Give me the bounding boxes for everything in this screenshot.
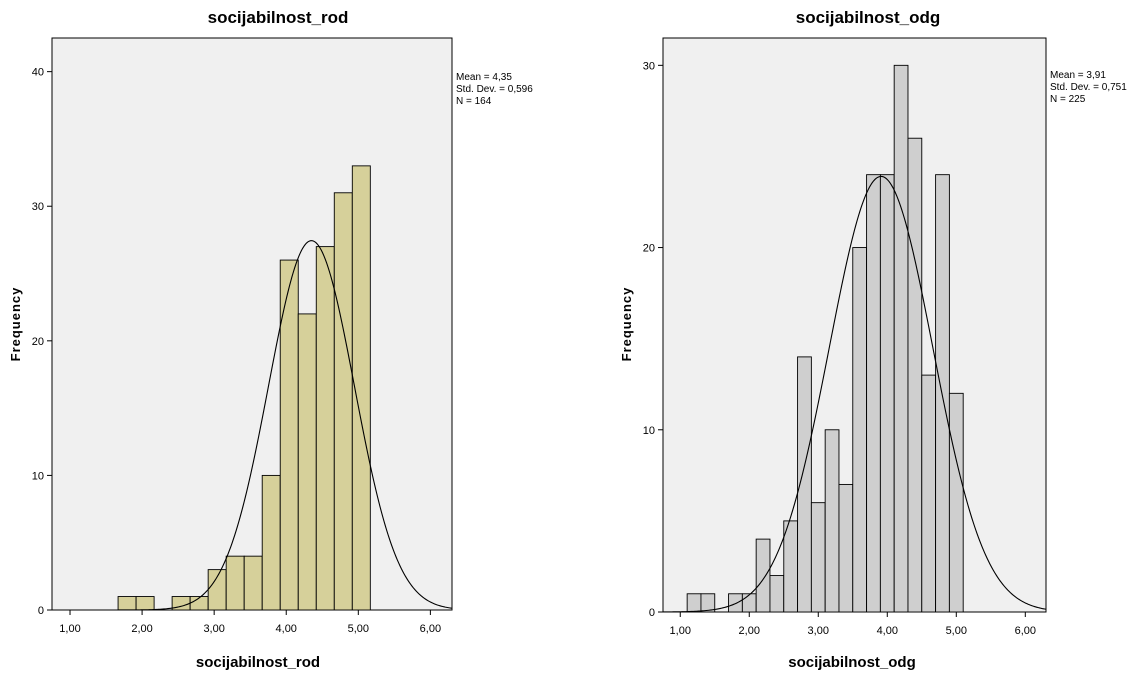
histogram-bar — [921, 374, 937, 613]
histogram-bar — [225, 555, 245, 611]
histogram-bar — [700, 593, 716, 613]
histogram-bar — [207, 569, 227, 611]
x-tick-label: 3,00 — [203, 623, 224, 635]
y-tick-label: 40 — [32, 67, 44, 79]
x-tick-label: 3,00 — [808, 625, 829, 637]
histogram-bar — [755, 538, 771, 613]
normal-curve-rod — [52, 240, 453, 611]
histogram-bar — [838, 483, 854, 613]
y-tick-label: 30 — [643, 60, 655, 72]
y-axis-odg: 0 10 20 30 — [643, 60, 663, 619]
stat-sd-rod: Std. Dev. = 0,596 — [456, 84, 533, 95]
histogram-bar — [117, 596, 137, 611]
histogram-bar — [935, 174, 950, 613]
histogram-bar — [333, 192, 353, 611]
y-tick-label: 0 — [649, 607, 655, 619]
histogram-bar — [879, 174, 895, 613]
stat-sd-odg: Std. Dev. = 0,751 — [1050, 82, 1127, 93]
x-axis-odg: 1,00 2,00 3,00 4,00 5,00 6,00 — [670, 612, 1036, 637]
histogram-bar — [824, 429, 840, 613]
stat-n-odg: N = 225 — [1050, 94, 1086, 105]
y-axis-title-odg: Frequency — [619, 287, 634, 362]
x-tick-label: 2,00 — [131, 623, 152, 635]
histogram-bar — [728, 593, 743, 613]
histogram-bar — [135, 596, 155, 611]
y-tick-label: 0 — [38, 605, 44, 617]
plot-area-rod — [51, 37, 453, 611]
histogram-bar — [893, 64, 909, 613]
histogram-panel-rod: socijabilnost_rod 0 10 20 30 40 1,00 2,00 3,00… — [8, 8, 533, 671]
y-axis-title-rod: Frequency — [8, 287, 23, 362]
histogram-bar — [741, 593, 757, 613]
stat-mean-odg: Mean = 3,91 — [1050, 70, 1106, 81]
histogram-bar — [852, 247, 868, 613]
histogram-bar — [810, 502, 826, 613]
histogram-bar — [243, 555, 263, 611]
x-axis-rod: 1,00 2,00 3,00 4,00 5,00 6,00 — [59, 610, 441, 635]
x-tick-label: 6,00 — [420, 623, 441, 635]
x-axis-title-odg: socijabilnost_odg — [788, 654, 916, 671]
x-axis-title-rod: socijabilnost_rod — [196, 654, 320, 671]
histogram-bar — [297, 313, 317, 611]
stats-box-rod: Mean = 4,35 Std. Dev. = 0,596 N = 164 — [456, 72, 533, 107]
bars-rod — [117, 165, 371, 611]
chart-title-rod: socijabilnost_rod — [208, 8, 349, 27]
x-tick-label: 2,00 — [739, 625, 760, 637]
histogram-bar — [948, 392, 964, 613]
stat-mean-rod: Mean = 4,35 — [456, 72, 512, 83]
y-tick-label: 10 — [643, 425, 655, 437]
histogram-bar — [351, 165, 371, 611]
x-tick-label: 1,00 — [670, 625, 691, 637]
stat-n-rod: N = 164 — [456, 96, 492, 107]
y-tick-label: 20 — [643, 243, 655, 255]
histogram-bar — [783, 520, 799, 613]
x-tick-label: 4,00 — [877, 625, 898, 637]
histogram-panel-odg: socijabilnost_odg 0 10 20 30 1,00 2,00 3,00 4,… — [619, 8, 1127, 671]
x-tick-label: 4,00 — [276, 623, 297, 635]
normal-curve-odg — [662, 175, 1047, 613]
stats-box-odg: Mean = 3,91 Std. Dev. = 0,751 N = 225 — [1050, 70, 1127, 105]
histogram-bar — [261, 474, 281, 611]
histogram-bar — [315, 246, 335, 611]
histogram-bar — [686, 593, 702, 613]
x-tick-label: 6,00 — [1015, 625, 1036, 637]
y-axis-rod: 0 10 20 30 40 — [32, 67, 52, 617]
bars-odg — [686, 64, 964, 613]
x-tick-label: 5,00 — [946, 625, 967, 637]
y-tick-label: 20 — [32, 336, 44, 348]
x-tick-label: 1,00 — [59, 623, 80, 635]
histogram-bar — [907, 137, 923, 613]
histogram-bar — [769, 575, 785, 613]
histogram-bar — [866, 174, 881, 613]
y-tick-label: 30 — [32, 201, 44, 213]
x-tick-label: 5,00 — [348, 623, 369, 635]
histogram-bar — [797, 356, 812, 613]
chart-title-odg: socijabilnost_odg — [796, 8, 941, 27]
y-tick-label: 10 — [32, 470, 44, 482]
